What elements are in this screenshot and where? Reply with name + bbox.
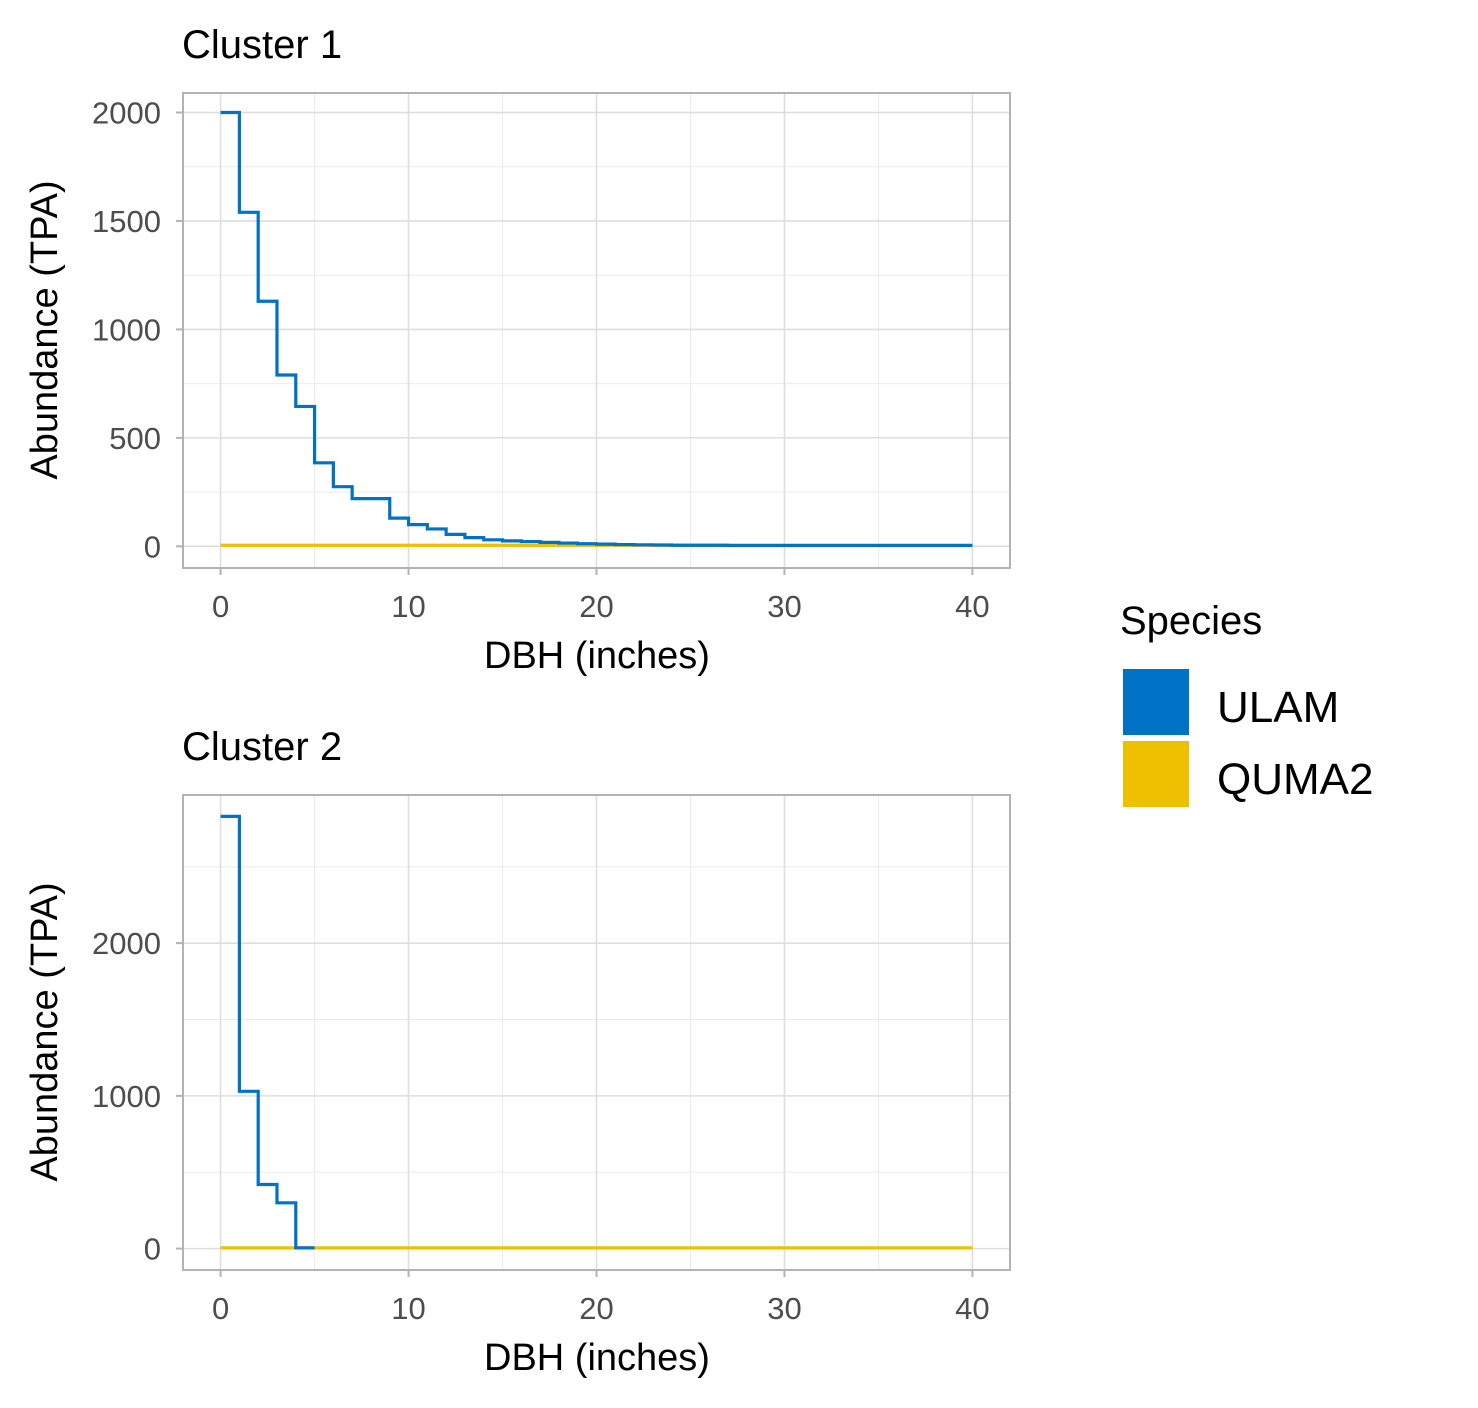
y-axis-title: Abundance (TPA) xyxy=(24,180,66,479)
x-tick-label: 0 xyxy=(212,1291,229,1326)
x-tick-label: 10 xyxy=(391,1291,425,1326)
y-tick-label: 0 xyxy=(144,1232,161,1267)
x-tick-label: 10 xyxy=(391,589,425,624)
x-tick-label: 0 xyxy=(212,589,229,624)
grid xyxy=(183,93,1010,568)
panel-title: Cluster 2 xyxy=(182,725,342,769)
legend-title: Species xyxy=(1120,599,1262,643)
y-tick-label: 2000 xyxy=(92,926,161,961)
x-tick-label: 30 xyxy=(767,589,801,624)
legend-swatch-quma2 xyxy=(1123,741,1189,807)
legend-label-quma2: QUMA2 xyxy=(1217,755,1373,804)
legend-swatch-ulam xyxy=(1123,669,1189,735)
grid xyxy=(183,795,1010,1270)
x-tick-label: 20 xyxy=(579,589,613,624)
x-tick-label: 20 xyxy=(579,1291,613,1326)
x-axis-title: DBH (inches) xyxy=(484,635,710,677)
x-axis-ticks: 0 10 20 30 40 xyxy=(212,1270,990,1326)
y-tick-label: 0 xyxy=(144,529,161,564)
x-tick-label: 30 xyxy=(767,1291,801,1326)
series-line-ulam xyxy=(220,110,973,548)
panel-cluster-2: Cluster 2 0 10 20 30 40 0 1000 2000 DBH (inche… xyxy=(24,725,1011,1379)
panel-title: Cluster 1 xyxy=(182,23,342,67)
series-group xyxy=(220,814,973,1250)
legend: Species ULAM QUMA2 xyxy=(1120,599,1373,807)
y-tick-label: 1000 xyxy=(92,312,161,347)
panel-cluster-1: Cluster 1 0 10 20 30 40 0 500 1000 1500 2000 DBH… xyxy=(24,23,1011,677)
y-tick-label: 1500 xyxy=(92,204,161,239)
y-axis-ticks: 0 1000 2000 xyxy=(92,926,183,1267)
x-tick-label: 40 xyxy=(955,589,989,624)
y-axis-title: Abundance (TPA) xyxy=(24,882,66,1181)
x-tick-label: 40 xyxy=(955,1291,989,1326)
x-axis-title: DBH (inches) xyxy=(484,1337,710,1379)
y-tick-label: 500 xyxy=(109,421,161,456)
legend-label-ulam: ULAM xyxy=(1217,683,1339,732)
y-axis-ticks: 0 500 1000 1500 2000 xyxy=(92,96,183,564)
y-tick-label: 2000 xyxy=(92,96,161,131)
y-tick-label: 1000 xyxy=(92,1079,161,1114)
series-group xyxy=(220,110,973,548)
series-line-ulam xyxy=(220,814,315,1250)
x-axis-ticks: 0 10 20 30 40 xyxy=(212,568,990,624)
